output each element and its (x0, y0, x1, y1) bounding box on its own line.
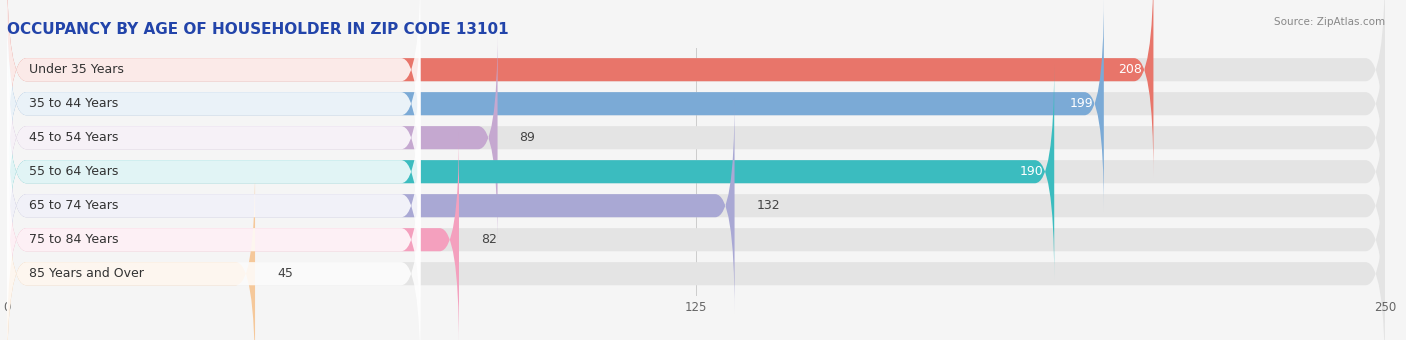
Text: 208: 208 (1119, 63, 1143, 76)
FancyBboxPatch shape (7, 64, 420, 279)
Text: 132: 132 (756, 199, 780, 212)
FancyBboxPatch shape (7, 0, 1385, 211)
FancyBboxPatch shape (7, 132, 420, 340)
FancyBboxPatch shape (7, 132, 1385, 340)
Text: 199: 199 (1069, 97, 1092, 110)
Text: Source: ZipAtlas.com: Source: ZipAtlas.com (1274, 17, 1385, 27)
FancyBboxPatch shape (7, 30, 420, 245)
Text: 190: 190 (1019, 165, 1043, 178)
FancyBboxPatch shape (7, 98, 1385, 313)
Text: 82: 82 (481, 233, 496, 246)
FancyBboxPatch shape (7, 166, 1385, 340)
Text: 85 Years and Over: 85 Years and Over (30, 267, 143, 280)
FancyBboxPatch shape (7, 30, 498, 245)
FancyBboxPatch shape (7, 64, 1385, 279)
FancyBboxPatch shape (7, 98, 420, 313)
FancyBboxPatch shape (7, 30, 1385, 245)
FancyBboxPatch shape (7, 0, 420, 177)
Text: 55 to 64 Years: 55 to 64 Years (30, 165, 118, 178)
FancyBboxPatch shape (7, 64, 1054, 279)
Text: 75 to 84 Years: 75 to 84 Years (30, 233, 118, 246)
Text: Under 35 Years: Under 35 Years (30, 63, 124, 76)
FancyBboxPatch shape (7, 0, 420, 211)
FancyBboxPatch shape (7, 132, 458, 340)
FancyBboxPatch shape (7, 0, 1385, 177)
FancyBboxPatch shape (7, 166, 420, 340)
FancyBboxPatch shape (7, 0, 1153, 177)
Text: OCCUPANCY BY AGE OF HOUSEHOLDER IN ZIP CODE 13101: OCCUPANCY BY AGE OF HOUSEHOLDER IN ZIP C… (7, 22, 509, 37)
Text: 65 to 74 Years: 65 to 74 Years (30, 199, 118, 212)
Text: 45: 45 (277, 267, 292, 280)
Text: 35 to 44 Years: 35 to 44 Years (30, 97, 118, 110)
Text: 45 to 54 Years: 45 to 54 Years (30, 131, 118, 144)
FancyBboxPatch shape (7, 98, 734, 313)
Text: 89: 89 (520, 131, 536, 144)
FancyBboxPatch shape (7, 0, 1104, 211)
FancyBboxPatch shape (7, 166, 254, 340)
